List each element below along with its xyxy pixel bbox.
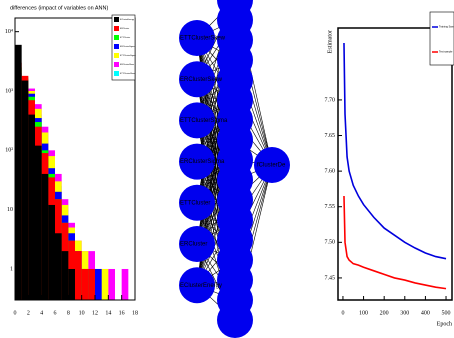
histogram-bar: [61, 251, 69, 300]
input-label: ERCluster: [180, 242, 207, 248]
y-tick-label: 7.65: [325, 133, 336, 139]
x-tick-label: 16: [119, 310, 125, 316]
input-label: ETTClusterSkew: [180, 36, 226, 42]
input-label: EClusterEnergy: [180, 283, 222, 289]
output-label: fClusterDe: [257, 163, 286, 169]
y-tick-label: 10: [7, 207, 13, 213]
x-tick-label: 500: [442, 310, 451, 316]
legend-label: ETTClusterSigma: [120, 54, 137, 57]
x-tick-label: 2: [27, 310, 30, 316]
input-node: [179, 226, 215, 262]
legend-label: ERClusterSigma: [120, 45, 136, 48]
histogram-bar: [75, 251, 82, 300]
legend-swatch: [114, 17, 119, 22]
histogram-bar: [35, 145, 42, 300]
y-tick-label: 7.70: [325, 97, 336, 103]
x-tick-label: 0: [14, 310, 17, 316]
input-node: [179, 20, 215, 56]
input-node: [179, 184, 215, 221]
legend-box: [429, 11, 454, 66]
histogram-bar: [121, 268, 129, 300]
input-label: ETTCluster: [180, 200, 210, 206]
legend-label: ERClusterSkew: [120, 63, 135, 66]
x-tick-label: 18: [132, 310, 138, 316]
legend-label: EClusterEnergy: [120, 18, 134, 21]
x-tick-label: 8: [67, 310, 70, 316]
input-node: [179, 143, 215, 180]
histogram-bar: [88, 268, 95, 300]
x-tick-label: 300: [400, 310, 409, 316]
legend-swatch: [114, 53, 119, 58]
x-tick-label: 14: [105, 310, 111, 316]
legend-label: ETTClusterSkew: [120, 72, 136, 75]
histogram-bar: [15, 44, 22, 300]
legend-label: ERCluster: [120, 27, 129, 30]
x-tick-label: 4: [40, 310, 43, 316]
x-tick-label: 200: [380, 310, 389, 316]
legend-swatch: [114, 62, 119, 67]
plot-frame: [14, 17, 136, 301]
y-tick-label: 7.60: [325, 168, 336, 174]
input-node: [179, 102, 215, 139]
legend-label: ETTCluster: [120, 36, 130, 39]
legend-swatch: [114, 44, 119, 49]
x-tick-label: 400: [421, 310, 430, 316]
histogram-bar: [41, 173, 49, 300]
x-tick-label: 12: [92, 310, 98, 316]
histogram-bar: [48, 204, 55, 300]
plot-frame: [337, 27, 453, 301]
histogram-bar: [28, 114, 35, 300]
y-tick-label: 10⁴: [5, 29, 13, 35]
histogram-bar: [81, 268, 89, 300]
histogram-bar: [101, 268, 109, 300]
x-tick-label: 0: [341, 310, 344, 316]
line-series: [343, 196, 447, 290]
y-tick-label: 7.50: [325, 240, 336, 246]
output-node: [254, 147, 290, 183]
histogram-bar: [68, 268, 75, 300]
histogram-bar: [21, 80, 29, 300]
x-tick-label: 10: [79, 310, 85, 316]
histogram-bar: [55, 233, 62, 300]
y-tick-label: 10³: [5, 88, 13, 94]
legend-label: Training Sample: [439, 26, 454, 29]
line-series: [343, 42, 447, 260]
hidden-node: [217, 302, 253, 338]
chart-title: differences (impact of variables on ANN): [10, 5, 108, 11]
histogram-bar: [108, 268, 115, 300]
legend-swatch: [114, 26, 119, 31]
input-label: ERClusterSigma: [180, 159, 225, 165]
x-tick-label: 100: [359, 310, 368, 316]
y-axis-label: Estimator: [327, 30, 333, 53]
histogram-bar: [95, 268, 102, 300]
input-node: [179, 61, 215, 98]
input-label: ERClusterSkew: [180, 77, 223, 83]
y-tick-label: 7.45: [325, 275, 336, 281]
input-node: [179, 267, 215, 304]
y-tick-label: 7.55: [325, 204, 336, 210]
x-tick-label: 6: [54, 310, 57, 316]
legend-swatch: [114, 71, 119, 76]
y-tick-label: 1: [10, 266, 13, 272]
network: ETTClusterSkew ERClusterSkew ETTClusterSig…: [179, 0, 290, 338]
legend-label: Test sample: [439, 51, 453, 54]
x-axis-label: Epoch: [437, 321, 452, 327]
y-tick-label: 10²: [5, 148, 13, 154]
legend-swatch: [114, 35, 119, 40]
input-label: ETTClusterSigma: [180, 118, 228, 124]
